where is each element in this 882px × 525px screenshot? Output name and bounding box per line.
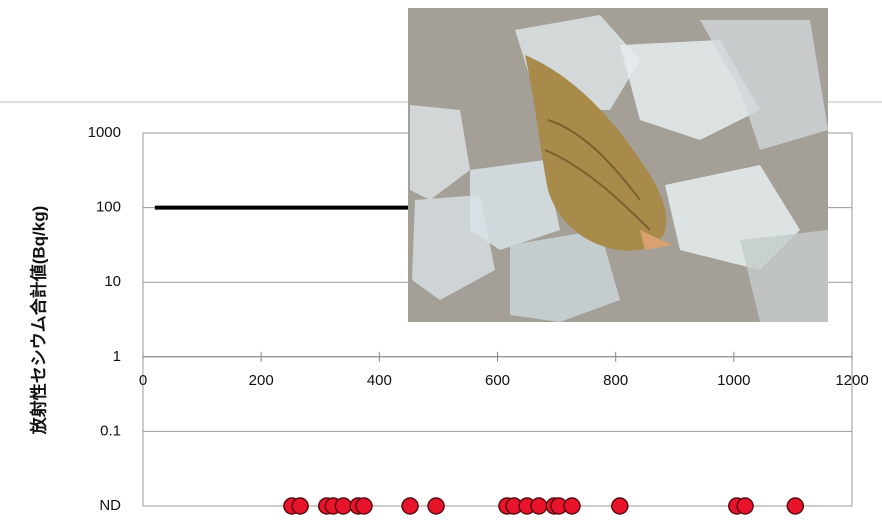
data-point [291, 497, 309, 515]
y-axis-label: 放射性セシウム合計値(Bq/kg) [28, 206, 48, 436]
x-tick-label: 1000 [717, 372, 750, 389]
y-tick-label: 100 [96, 199, 121, 216]
data-point [355, 497, 373, 515]
x-tick-label: 1200 [835, 372, 868, 389]
data-point [736, 497, 754, 515]
data-point [611, 497, 629, 515]
y-tick-label: 1000 [88, 124, 121, 141]
y-tick-label: ND [99, 497, 121, 514]
x-tick-label: 400 [367, 372, 392, 389]
x-tick-label: 600 [485, 372, 510, 389]
x-tick-label: 200 [249, 372, 274, 389]
data-point [427, 497, 445, 515]
x-tick-label: 0 [139, 372, 147, 389]
data-point [563, 497, 581, 515]
y-tick-label: 1 [113, 348, 121, 365]
data-point [786, 497, 805, 515]
photo [408, 8, 828, 322]
y-tick-label: 10 [104, 273, 121, 290]
data-point [334, 497, 353, 515]
data-point [401, 497, 419, 515]
data-point [530, 497, 548, 515]
x-tick-label: 800 [603, 372, 628, 389]
y-tick-label: 0.1 [100, 422, 121, 439]
